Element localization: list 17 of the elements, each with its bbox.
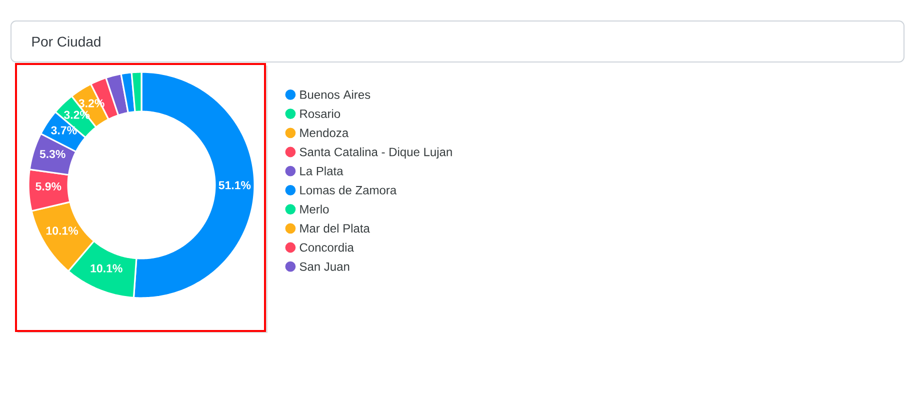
legend-label: Rosario [300,109,340,118]
legend-label: Merlo [300,204,329,214]
data-label: 3.7% [51,126,77,134]
chart-title: Por Ciudad [32,36,100,47]
legend-label: Mar del Plata [300,224,370,233]
data-label: 5.3% [40,150,66,158]
data-label: 51.1% [218,181,251,190]
data-label: 10.1% [90,264,122,272]
legend-label: Mendoza [300,128,349,138]
legend-label: Lomas de Zamora [300,186,397,194]
legend-label: Concordia [300,242,354,252]
legend-label: San Juan [300,262,350,271]
legend-label: Buenos Aires [300,90,370,99]
legend-label: La Plata [300,166,344,176]
legend-label: Santa Catalina - Dique Lujan [300,147,452,159]
data-label: 5.9% [36,182,62,190]
data-label: 10.1% [46,226,78,235]
